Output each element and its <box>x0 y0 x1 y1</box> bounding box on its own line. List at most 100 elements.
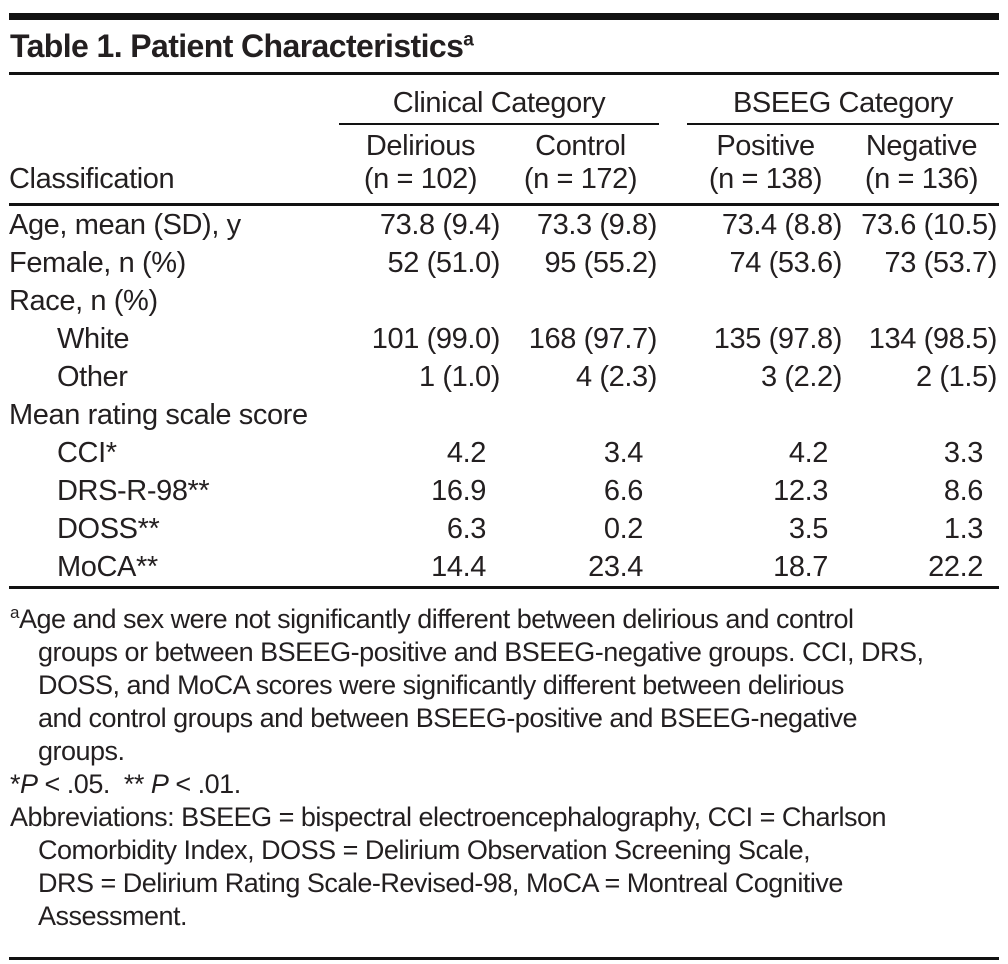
cell-value: 135 (97.8) <box>713 323 843 355</box>
table-row-drs: DRS-R-98** 16.9 6.6 12.3 8.6 <box>9 472 999 510</box>
row-label: Other <box>57 361 128 393</box>
row-label: Age, mean (SD), y <box>9 209 241 241</box>
cell-value <box>844 396 999 434</box>
cell-value: 4 (2.3) <box>575 361 657 393</box>
cell-value: 3.5 <box>788 513 829 545</box>
gap-cell <box>659 358 687 396</box>
gap-cell <box>659 472 687 510</box>
cell-value: 2 (1.5) <box>915 361 997 393</box>
gap-cell <box>659 320 687 358</box>
cell-value: 1.3 <box>943 513 984 545</box>
positive-column-header: Positive (n = 138) <box>687 124 844 206</box>
sig-p1: P <box>20 769 38 799</box>
footnote-a-text: Age and sex were not significantly diffe… <box>18 604 854 634</box>
sig-p2: P <box>150 769 169 799</box>
cell-value: 73.6 (10.5) <box>861 209 997 241</box>
cell-value <box>844 282 999 320</box>
cell-value: 73.8 (9.4) <box>379 209 501 241</box>
group-gap-cell <box>659 75 687 124</box>
classification-header: Classification <box>9 124 339 206</box>
row-label: White <box>57 323 130 355</box>
cell-value: 52 (51.0) <box>387 247 501 279</box>
table-row-white: White 101 (99.0) 168 (97.7) 135 (97.8) 1… <box>9 320 999 358</box>
row-label: DRS-R-98** <box>57 475 210 507</box>
sig-star2: ** <box>123 769 151 799</box>
footnote-a-marker: a <box>10 603 19 622</box>
row-label: MoCA** <box>57 551 158 583</box>
cell-value: 101 (99.0) <box>371 323 501 355</box>
table-row-doss: DOSS** 6.3 0.2 3.5 1.3 <box>9 510 999 548</box>
cell-value <box>687 396 844 434</box>
footnote-a-text: DOSS, and MoCA scores were significantly… <box>38 670 844 700</box>
cell-value <box>339 396 502 434</box>
header-gap-cell <box>659 124 687 206</box>
cell-value <box>502 396 659 434</box>
negative-column-header: Negative (n = 136) <box>844 124 999 206</box>
cell-value: 1 (1.0) <box>418 361 500 393</box>
abbreviations-note: Abbreviations: BSEEG = bispectral electr… <box>10 802 887 832</box>
gap-cell <box>659 205 687 245</box>
gap-cell <box>659 548 687 588</box>
cell-value: 134 (98.5) <box>868 323 998 355</box>
table-title: Table 1. Patient Characteristicsa <box>10 26 999 66</box>
cell-value <box>502 282 659 320</box>
row-label: Race, n (%) <box>9 285 158 317</box>
table-row-age: Age, mean (SD), y 73.8 (9.4) 73.3 (9.8) … <box>9 205 999 245</box>
table-row-cci: CCI* 4.2 3.4 4.2 3.3 <box>9 434 999 472</box>
column-header-line2: (n = 172) <box>523 163 638 195</box>
footnote-a: aAge and sex were not significantly diff… <box>10 603 999 636</box>
cell-value: 14.4 <box>431 551 486 583</box>
cell-value: 16.9 <box>431 475 486 507</box>
sig-star1: * <box>10 769 21 799</box>
column-header-line2: (n = 102) <box>363 163 478 195</box>
table-title-text: Table 1. Patient Characteristics <box>10 28 464 64</box>
cell-value: 22.2 <box>928 551 983 583</box>
abbreviations-note-text: Assessment. <box>38 901 188 931</box>
bseeg-category-group-header: BSEEG Category <box>687 75 999 125</box>
bottom-rule <box>9 957 999 960</box>
footnote-a-text: and control groups and between BSEEG-pos… <box>38 703 858 733</box>
cell-value: 3.4 <box>603 437 644 469</box>
cell-value: 6.3 <box>446 513 487 545</box>
spanner-empty-cell <box>9 75 339 124</box>
cell-value: 95 (55.2) <box>544 247 658 279</box>
cell-value: 74 (53.6) <box>729 247 843 279</box>
table-row-female: Female, n (%) 52 (51.0) 95 (55.2) 74 (53… <box>9 244 999 282</box>
abbreviations-note-text: Comorbidity Index, DOSS = Delirium Obser… <box>38 835 811 865</box>
column-header-line2: (n = 138) <box>708 163 823 195</box>
gap-cell <box>659 244 687 282</box>
cell-value: 3.3 <box>943 437 984 469</box>
row-label: Female, n (%) <box>9 247 186 279</box>
footnotes: aAge and sex were not significantly diff… <box>10 603 999 933</box>
table-title-superscript: a <box>463 29 474 51</box>
cell-value: 73.4 (8.8) <box>721 209 843 241</box>
row-label: DOSS** <box>57 513 160 545</box>
cell-value <box>687 282 844 320</box>
control-column-header: Control (n = 172) <box>502 124 659 206</box>
cell-value: 3 (2.2) <box>760 361 842 393</box>
table-row-mean-rating: Mean rating scale score <box>9 396 999 434</box>
sig-rel2: < .01. <box>168 769 241 799</box>
cell-value: 73.3 (9.8) <box>536 209 658 241</box>
patient-characteristics-table: Clinical Category BSEEG Category Classif… <box>9 75 999 589</box>
title-rule <box>9 72 999 75</box>
table-row-other: Other 1 (1.0) 4 (2.3) 3 (2.2) 2 (1.5) <box>9 358 999 396</box>
cell-value: 23.4 <box>588 551 643 583</box>
footnote-a-text: groups. <box>38 736 125 766</box>
column-header-line1: Control <box>535 130 626 162</box>
cell-value: 4.2 <box>788 437 829 469</box>
column-header-line1: Negative <box>865 130 978 162</box>
cell-value: 8.6 <box>943 475 984 507</box>
top-rule <box>9 13 999 20</box>
cell-value <box>339 282 502 320</box>
table-row-race: Race, n (%) <box>9 282 999 320</box>
gap-cell <box>659 396 687 434</box>
significance-note: *P < .05. ** P < .01. <box>10 768 999 801</box>
cell-value: 73 (53.7) <box>884 247 998 279</box>
gap-cell <box>659 510 687 548</box>
cell-value: 0.2 <box>603 513 644 545</box>
row-label: CCI* <box>57 437 117 469</box>
cell-value: 12.3 <box>773 475 828 507</box>
footnote-a-text: groups or between BSEEG-positive and BSE… <box>38 637 924 667</box>
